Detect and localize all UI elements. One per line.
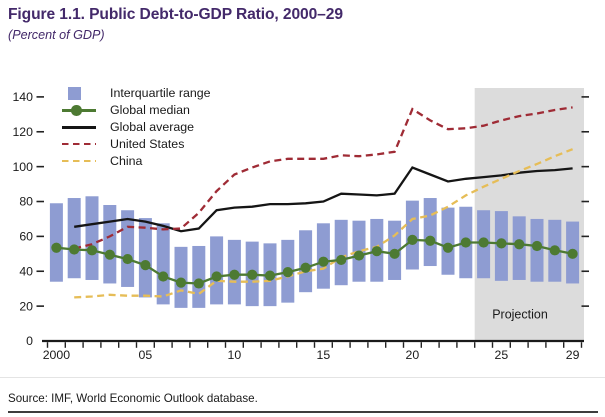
global-median-marker [407, 234, 418, 245]
global-median-marker [122, 253, 133, 265]
united-states-swatch-icon [60, 138, 98, 151]
global-median-marker [140, 260, 151, 271]
global-median-marker [389, 248, 400, 259]
global-median-marker [300, 262, 311, 273]
y-axis-label: 40 [19, 264, 33, 278]
iqr-bar [334, 219, 348, 286]
iqr-bar [49, 203, 63, 282]
iqr-bar [441, 207, 455, 275]
global-average-line [74, 166, 573, 233]
source-note: Source: IMF, World Economic Outlook data… [8, 392, 258, 405]
global-median-marker [104, 249, 115, 260]
china-line [74, 148, 574, 299]
united-states-line [73, 106, 573, 250]
x-axis-label: 05 [139, 348, 153, 362]
iqr-bar [299, 230, 313, 293]
global-median-marker [353, 250, 365, 261]
y-axis-label: 0 [26, 334, 33, 348]
chart-legend: Interquartile range Global median Global… [60, 85, 211, 169]
legend-item-interquartile-range: Interquartile range [60, 85, 211, 102]
legend-item-global-median: Global median [60, 102, 211, 119]
global-median-marker [229, 269, 240, 280]
x-axis-label: 15 [317, 348, 331, 362]
global-median-marker [425, 235, 436, 246]
legend-label: Global average [110, 120, 195, 135]
china-swatch-icon [60, 155, 98, 168]
iqr-bar [210, 236, 224, 305]
iqr-bar [103, 205, 117, 284]
iqr-bar [121, 210, 135, 287]
x-axis-label: 2000 [43, 348, 71, 362]
global-median-marker [531, 240, 543, 252]
iqr-bar [138, 218, 152, 298]
global-average-swatch-icon [60, 121, 98, 134]
global-median-marker [567, 248, 578, 259]
global-median-marker [371, 246, 382, 257]
y-axis-label: 140 [12, 90, 33, 104]
global-median-marker [318, 256, 329, 267]
global-median-marker [193, 278, 204, 289]
x-axis-label: 29 [566, 348, 580, 362]
global-median-marker [549, 245, 560, 256]
global-median-marker [86, 245, 98, 256]
x-axis-label: 10 [228, 348, 242, 362]
y-axis-label: 100 [12, 160, 33, 174]
iqr-bar [316, 223, 330, 289]
global-median-marker [158, 271, 169, 282]
y-axis-label: 60 [19, 230, 33, 244]
legend-label: Interquartile range [110, 86, 211, 101]
figure-title: Figure 1.1. Public Debt-to-GDP Ratio, 20… [8, 6, 343, 23]
global-median-marker [51, 242, 62, 253]
projection-region [474, 88, 584, 341]
global-median-marker [460, 237, 471, 248]
separator-line [0, 377, 605, 378]
iqr-bar [174, 246, 188, 308]
bottom-rule [8, 411, 598, 413]
y-axis-label: 120 [12, 125, 33, 139]
global-median-marker [282, 267, 293, 278]
global-median-swatch-icon [60, 104, 98, 117]
global-median-marker [442, 242, 454, 253]
iqr-bar [156, 223, 170, 305]
iqr-bar [85, 196, 99, 280]
global-median-marker [69, 244, 80, 255]
global-median-marker [175, 277, 187, 288]
y-axis-label: 20 [19, 299, 33, 313]
projection-label: Projection [492, 308, 548, 322]
global-median-marker [496, 238, 507, 249]
figure-subtitle: (Percent of GDP) [8, 28, 105, 42]
global-median-marker [514, 239, 525, 250]
legend-label: United States [110, 137, 185, 152]
y-axis-label: 80 [19, 195, 33, 209]
iqr-bar [67, 198, 81, 279]
legend-item-china: China [60, 153, 211, 170]
legend-item-united-states: United States [60, 136, 211, 153]
global-median-marker [264, 270, 276, 281]
interquartile-range-swatch-icon [60, 86, 98, 100]
global-median-marker [211, 271, 222, 282]
legend-label: China [110, 154, 143, 168]
global-median-marker [247, 269, 258, 280]
legend-label: Global median [110, 103, 190, 118]
global-median-marker [336, 254, 347, 266]
iqr-bar [423, 198, 437, 267]
iqr-bar [192, 245, 206, 308]
x-axis-label: 25 [495, 348, 509, 362]
legend-item-global-average: Global average [60, 119, 211, 136]
x-axis-label: 20 [406, 348, 420, 362]
global-median-marker [478, 237, 489, 248]
